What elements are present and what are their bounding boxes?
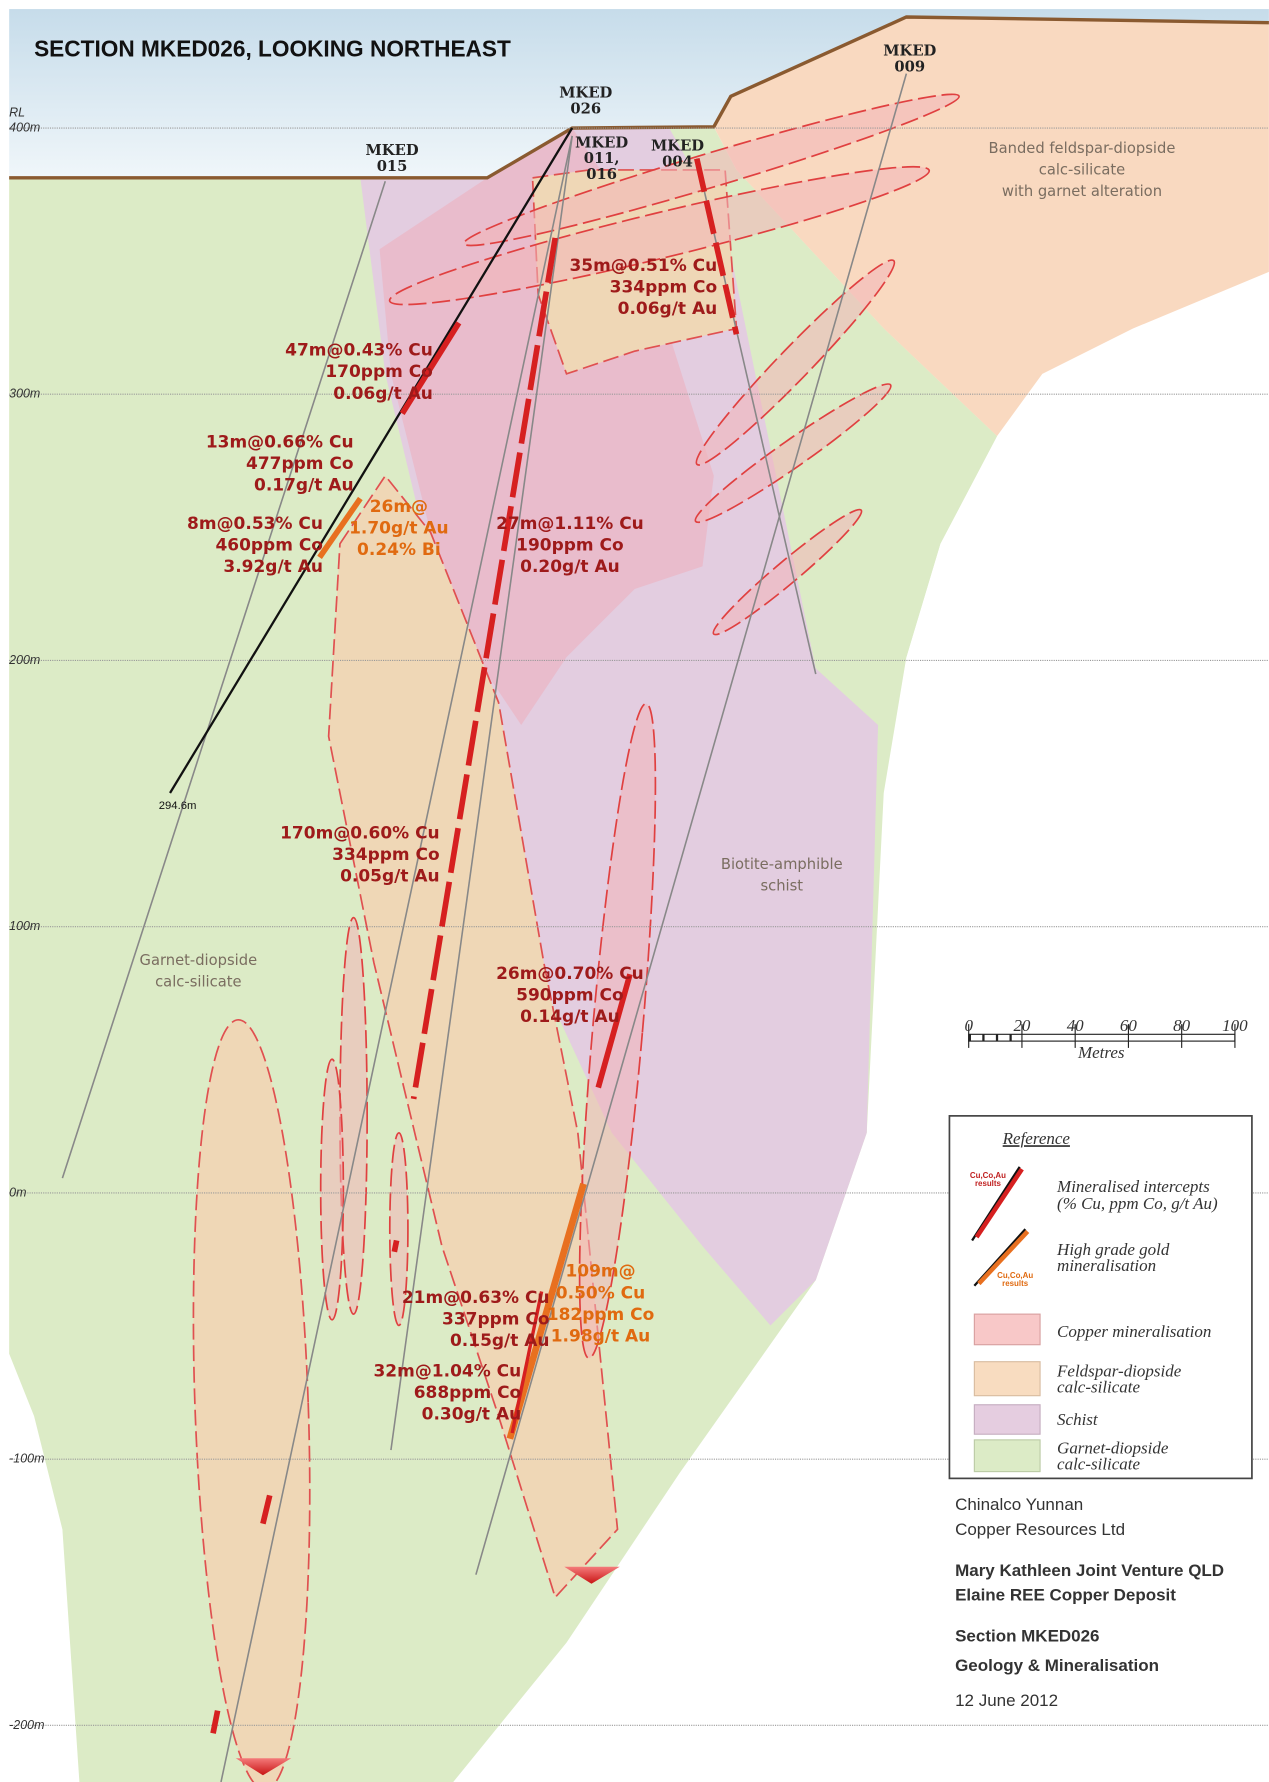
intercept-label: 334ppm Co bbox=[610, 277, 718, 297]
elevation-level: 0m bbox=[9, 1185, 26, 1199]
elevation-level: 400m bbox=[9, 120, 40, 134]
scale-bar-body bbox=[969, 1034, 1235, 1041]
credit-project: Mary Kathleen Joint Venture QLD bbox=[955, 1561, 1224, 1580]
legend-title: Reference bbox=[1002, 1129, 1071, 1148]
drillhole-label: 009 bbox=[894, 58, 925, 75]
legend-icon-text: results bbox=[1002, 1279, 1029, 1288]
intercept-label: 3.92g/t Au bbox=[223, 557, 323, 577]
legend-icon-text: results bbox=[975, 1179, 1002, 1188]
credit-date: 12 June 2012 bbox=[955, 1691, 1058, 1710]
scale-bar bbox=[969, 1034, 1235, 1041]
intercept-label: 26m@0.70% Cu bbox=[496, 964, 644, 984]
intercept-label: 0.24% Bi bbox=[357, 540, 441, 560]
legend-swatch bbox=[974, 1405, 1040, 1434]
intercept-label: 182ppm Co bbox=[547, 1305, 655, 1325]
intercept-label: 0.17g/t Au bbox=[254, 476, 354, 496]
intercept-label: 0.05g/t Au bbox=[340, 866, 440, 886]
legend-swatch bbox=[974, 1440, 1040, 1472]
legend-label: mineralisation bbox=[1057, 1256, 1156, 1275]
credit-project: Elaine REE Copper Deposit bbox=[955, 1586, 1176, 1605]
intercept-label: 109m@ bbox=[565, 1262, 635, 1282]
intercept-label: 334ppm Co bbox=[332, 845, 440, 865]
title: SECTION MKED026, LOOKING NORTHEAST bbox=[34, 36, 511, 62]
lithology-label: schist bbox=[760, 877, 803, 894]
intercept-label: 32m@1.04% Cu bbox=[373, 1361, 521, 1381]
section-diagram: SECTION MKED026, LOOKING NORTHEASTRL400m… bbox=[0, 0, 1269, 1782]
intercept-label: 590ppm Co bbox=[516, 985, 624, 1005]
elevation-level: -200m bbox=[9, 1718, 44, 1732]
intercept-label: 0.06g/t Au bbox=[618, 299, 718, 319]
elevation-level: 100m bbox=[9, 919, 40, 933]
drillhole-label: 004 bbox=[662, 154, 693, 171]
intercept-label: 13m@0.66% Cu bbox=[206, 432, 354, 452]
copper-lens bbox=[321, 1059, 344, 1320]
credit-heading: Geology & Mineralisation bbox=[955, 1656, 1159, 1675]
drillhole-label: 011, bbox=[584, 150, 620, 167]
drillhole-label: 016 bbox=[586, 166, 617, 183]
lithology-label: Banded feldspar-diopside bbox=[989, 140, 1176, 157]
intercept-label: 190ppm Co bbox=[516, 536, 624, 556]
intercept-label: 8m@0.53% Cu bbox=[187, 514, 323, 534]
legend-label: Schist bbox=[1057, 1410, 1099, 1429]
drillhole-label: 015 bbox=[377, 158, 408, 175]
credit-company: Copper Resources Ltd bbox=[955, 1520, 1125, 1539]
drillhole-label: 026 bbox=[570, 100, 601, 117]
legend-label: Copper mineralisation bbox=[1057, 1322, 1211, 1341]
intercept-label: 21m@0.63% Cu bbox=[402, 1288, 550, 1308]
elevation-level: 200m bbox=[8, 653, 40, 667]
credit-heading: Section MKED026 bbox=[955, 1627, 1099, 1646]
intercept-label: 27m@1.11% Cu bbox=[496, 514, 644, 534]
lithology-label: calc-silicate bbox=[155, 974, 241, 991]
intercept-label: 688ppm Co bbox=[414, 1383, 522, 1403]
drillhole-label: MKED bbox=[883, 43, 936, 60]
legend-label: calc-silicate bbox=[1057, 1454, 1140, 1473]
intercept-label: 0.50% Cu bbox=[556, 1283, 645, 1303]
page: Section MKED026 {"title":"SECTION MKED02… bbox=[0, 0, 1269, 1782]
intercept-label: 35m@0.51% Cu bbox=[569, 256, 717, 276]
intercept-label: 477ppm Co bbox=[246, 454, 354, 474]
intercept-label: 0.20g/t Au bbox=[520, 557, 620, 577]
elevation-level: -100m bbox=[9, 1452, 44, 1466]
scale-tick-label: 60 bbox=[1120, 1016, 1137, 1035]
drillhole-label: MKED bbox=[575, 134, 628, 151]
scale-tick-label: 0 bbox=[964, 1016, 973, 1035]
intercept-label: 26m@ bbox=[370, 497, 428, 517]
drillhole-label: MKED bbox=[559, 84, 612, 101]
scale-tick-label: 20 bbox=[1013, 1016, 1030, 1035]
intercept-label: 1.98g/t Au bbox=[551, 1326, 651, 1346]
intercept-label: 0.06g/t Au bbox=[333, 384, 433, 404]
scale-tick-label: 100 bbox=[1222, 1016, 1248, 1035]
intercept-label: 0.14g/t Au bbox=[520, 1007, 620, 1027]
lithology-label: Biotite-amphible bbox=[721, 856, 843, 873]
intercept-label: 1.70g/t Au bbox=[349, 519, 449, 539]
credit-company: Chinalco Yunnan bbox=[955, 1495, 1083, 1514]
intercept-label: 337ppm Co bbox=[442, 1309, 550, 1329]
drillhole-label: MKED bbox=[366, 142, 419, 159]
intercept bbox=[394, 1240, 396, 1251]
body: SECTION MKED026, LOOKING NORTHEASTRL400m… bbox=[0, 0, 1269, 1782]
drillhole-label: MKED bbox=[651, 138, 704, 155]
lithology-label: Garnet-diopside bbox=[140, 952, 258, 969]
elevation-level: 300m bbox=[9, 387, 40, 401]
intercept-label: 170ppm Co bbox=[325, 362, 433, 382]
intercept-label: 0.15g/t Au bbox=[450, 1331, 550, 1351]
scale-unit: Metres bbox=[1077, 1043, 1125, 1062]
legend-swatch bbox=[974, 1362, 1040, 1396]
legend-swatch bbox=[974, 1314, 1040, 1345]
legend-note: (% Cu, ppm Co, g/t Au) bbox=[1057, 1194, 1218, 1213]
intercept-label: 170m@0.60% Cu bbox=[280, 823, 440, 843]
scale-tick-label: 40 bbox=[1067, 1016, 1084, 1035]
hole-depth: 294.6m bbox=[159, 800, 197, 812]
elevation-label: RL bbox=[9, 106, 25, 120]
intercept-label: 460ppm Co bbox=[215, 536, 323, 556]
intercept-label: 0.30g/t Au bbox=[422, 1404, 522, 1424]
scale-tick-label: 80 bbox=[1173, 1016, 1190, 1035]
lithology-label: with garnet alteration bbox=[1002, 183, 1162, 200]
legend-label: calc-silicate bbox=[1057, 1377, 1140, 1396]
intercept-label: 47m@0.43% Cu bbox=[285, 341, 433, 361]
lithology-label: calc-silicate bbox=[1039, 161, 1125, 178]
